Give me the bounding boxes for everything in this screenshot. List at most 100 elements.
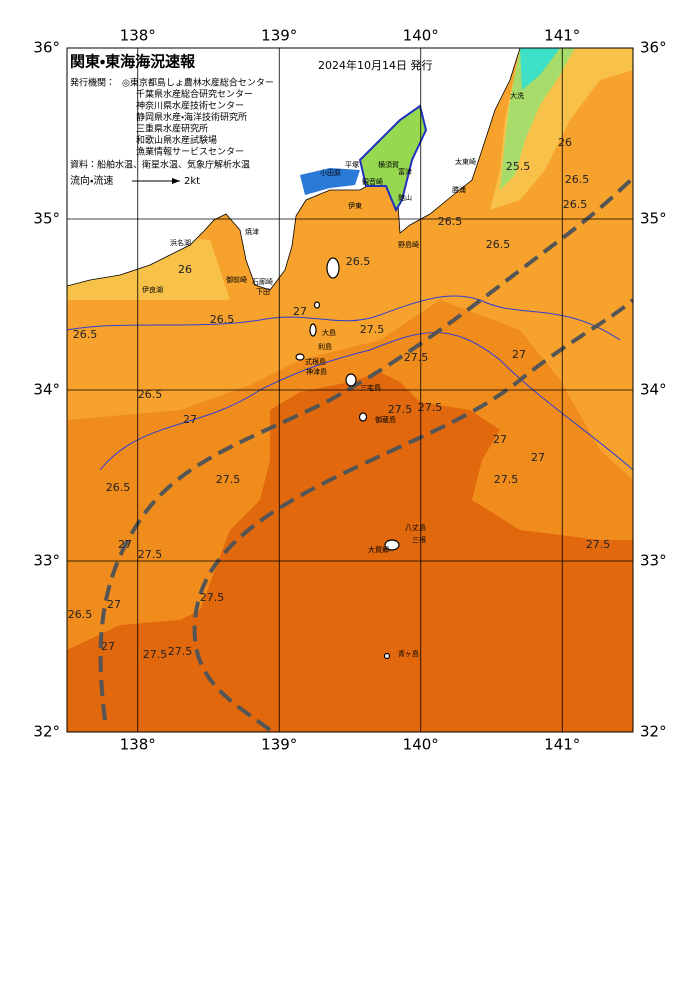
contour-label: 27.5 [586, 538, 611, 551]
place-name: 浜名湖 [170, 238, 191, 247]
place-name: 伊東 [348, 201, 362, 210]
place-name: 勝浦 [452, 185, 466, 194]
sea-over-275 [67, 372, 633, 732]
place-name: 八丈島 [405, 523, 426, 532]
island [326, 257, 340, 279]
place-name: 御蔵島 [375, 415, 396, 424]
place-name: 三宅島 [360, 383, 381, 392]
contour-label: 26.5 [106, 481, 131, 494]
contour-label: 26 [558, 136, 572, 149]
contour-label: 27.5 [388, 403, 413, 416]
contour-label: 27 [531, 451, 545, 464]
place-name: 太東崎 [455, 157, 476, 166]
place-name: 神津島 [306, 367, 327, 376]
title: 関東・東海海況速報 [70, 53, 196, 71]
island [309, 323, 317, 337]
island [358, 412, 368, 422]
lon-tick-label: 140° [403, 736, 439, 754]
kuroshio-edge [98, 176, 633, 721]
lat-tick-label: 36° [640, 39, 667, 57]
place-name: 下田 [256, 288, 270, 296]
place-name: 大賀郷 [368, 545, 389, 554]
place-name: 焼津 [245, 227, 259, 236]
tokyo-bay [358, 104, 428, 213]
issuer: 神奈川県水産技術センター [136, 100, 244, 112]
contour-label: 26.5 [210, 313, 235, 326]
contour-label: 26.5 [438, 215, 463, 228]
lat-tick-label: 34° [33, 381, 60, 399]
contour-label: 27.5 [360, 323, 385, 336]
lon-tick-label: 138° [120, 27, 156, 45]
issue-date: 2024年10月14日 発行 [318, 58, 433, 72]
isotherm [67, 295, 621, 341]
island [295, 353, 305, 361]
legend-arrow-head [172, 178, 180, 184]
lat-tick-label: 36° [33, 39, 60, 57]
lon-tick-label: 139° [261, 27, 297, 45]
place-name: 青ヶ島 [398, 649, 419, 658]
legend-label: 流向・流速 [70, 174, 113, 187]
contour-label: 27.5 [168, 645, 193, 658]
contour-label: 26 [178, 263, 192, 276]
place-name: 観音崎 [362, 177, 383, 186]
island [345, 373, 357, 387]
lat-tick-label: 33° [640, 552, 667, 570]
island [313, 301, 321, 309]
lat-tick-label: 35° [640, 210, 667, 228]
contour-label: 27 [493, 433, 507, 446]
contour-label: 27.5 [404, 351, 429, 364]
contour-label: 26.5 [565, 173, 590, 186]
place-name: 富津 [398, 167, 412, 176]
place-name: 平塚 [345, 160, 359, 169]
lat-tick-label: 35° [33, 210, 60, 228]
isotherm [99, 332, 633, 471]
place-name: 大洗 [510, 91, 524, 100]
contour-label: 27 [293, 305, 307, 318]
place-name: 式根島 [305, 357, 326, 366]
place-name: 野島崎 [398, 240, 419, 249]
contour-label: 27.5 [418, 401, 443, 414]
contour-label: 25.5 [506, 160, 531, 173]
place-name: 小田原 [320, 168, 341, 177]
contour-label: 27 [118, 538, 132, 551]
issuer: 静岡県水産・海洋技術研究所 [136, 111, 247, 123]
contour-label: 26.5 [68, 608, 93, 621]
lat-tick-label: 33° [33, 552, 60, 570]
contour-label: 27.5 [216, 473, 241, 486]
issuer: 三重県水産研究所 [136, 123, 208, 135]
contour-label: 27.5 [143, 648, 168, 661]
contour-label: 27 [107, 598, 121, 611]
island [383, 652, 391, 660]
contour-label: 26.5 [563, 198, 588, 211]
lon-tick-label: 138° [120, 736, 156, 754]
lat-tick-label: 32° [640, 723, 667, 741]
contour-label: 27.5 [494, 473, 519, 486]
issuer-label: 発行機関： [70, 77, 115, 89]
sea-cool [500, 48, 575, 190]
lon-tick-label: 141° [544, 736, 580, 754]
place-name: 御前崎 [226, 275, 247, 284]
issuer: ◎東京都島しょ農林水産総合センター [122, 77, 274, 89]
issuer: 漁業情報サービスセンター [136, 146, 244, 158]
islands [295, 257, 400, 660]
island [384, 539, 400, 551]
lon-tick-label: 140° [403, 27, 439, 45]
place-name: 大島 [322, 328, 336, 337]
lon-tick-label: 141° [544, 27, 580, 45]
contour-label: 26.5 [73, 328, 98, 341]
place-name: 伊良湖 [142, 285, 163, 294]
place-name: 横須賀 [378, 160, 399, 169]
sea-cold [520, 48, 560, 90]
place-name: 利島 [318, 342, 332, 351]
contour-label: 26.5 [138, 388, 163, 401]
contour-label: 26.5 [346, 255, 371, 268]
lon-tick-label: 139° [261, 736, 297, 754]
place-name: 館山 [398, 193, 412, 202]
contour-label: 27.5 [200, 591, 225, 604]
contour-label: 27 [101, 640, 115, 653]
place-name: 三根 [412, 535, 426, 544]
contour-label: 27.5 [138, 548, 163, 561]
